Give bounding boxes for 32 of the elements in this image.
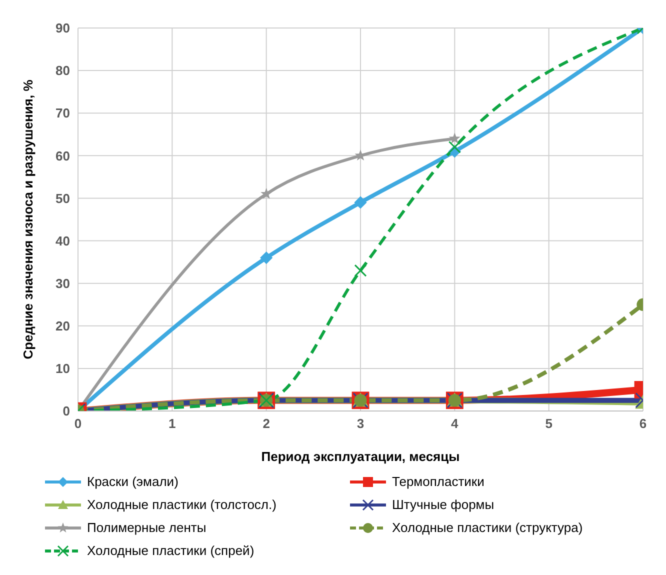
x-tick-label: 6 [639,416,647,432]
x-tick-label: 0 [74,416,82,432]
point [354,264,367,277]
legend-label: Холодные пластики (спрей) [87,543,254,558]
y-tick-label: 10 [56,361,70,376]
y-tick-label: 0 [62,404,70,419]
y-tick-label: 20 [56,318,70,334]
x-tick-label: 1 [168,416,176,432]
x-axis-title: Период эксплуатации, месяцы [261,449,460,464]
x-tick-label: 5 [545,416,552,432]
y-tick-label: 60 [56,148,70,164]
point [260,252,273,264]
y-tick-label: 30 [56,276,70,291]
y-tick-label: 80 [56,63,70,78]
x-tick-label: 3 [356,416,364,432]
point [354,196,367,209]
legend-label: Термопластики [392,474,484,489]
y-tick-label: 40 [56,233,70,248]
point [448,132,460,144]
x-tick-label: 2 [262,416,270,432]
y-tick-label: 70 [56,106,70,121]
legend-label: Краски (эмали) [87,474,178,489]
point [260,188,272,199]
legend-label: Холодные пластики (структура) [392,520,583,535]
y-tick-label: 50 [56,190,70,206]
y-axis-title: Средние значения износа и разрушения, % [20,79,36,360]
legend-label: Штучные формы [392,497,494,512]
legend-label: Полимерные ленты [87,520,206,535]
legend-label: Холодные пластики (толстосл.) [87,497,276,512]
x-tick-label: 4 [451,416,460,432]
y-tick-label: 90 [56,20,70,36]
point [448,140,461,154]
